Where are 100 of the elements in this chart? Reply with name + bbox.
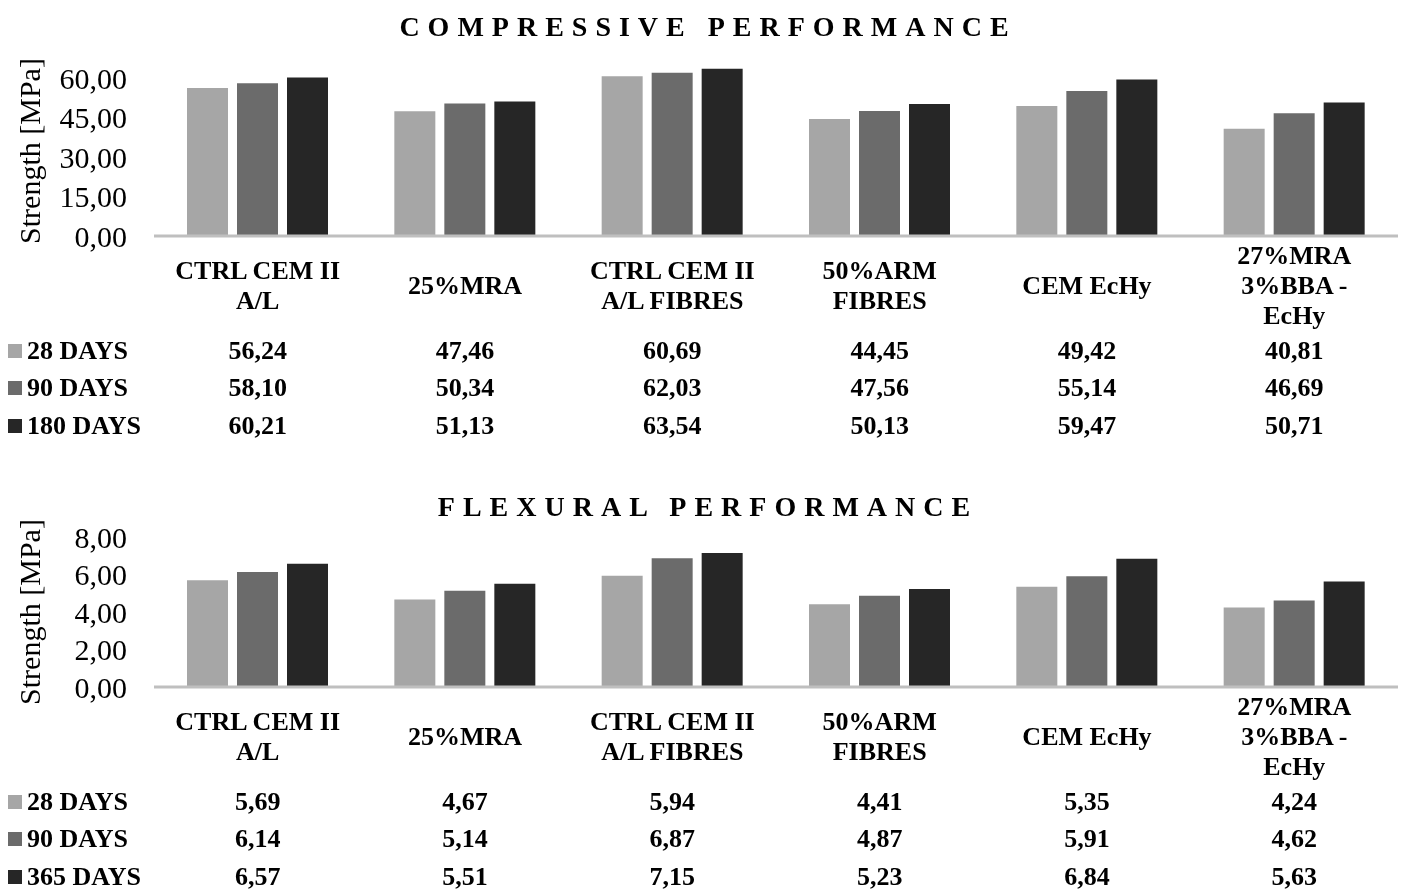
data-label: 7,15: [648, 861, 697, 892]
bar: [394, 599, 436, 687]
data-label: 59,47: [1056, 410, 1118, 441]
x-tick-label: 50%ARM FIBRES: [822, 707, 937, 766]
data-label: 50,13: [849, 410, 910, 441]
bar: [809, 119, 850, 236]
bar: [1223, 607, 1265, 687]
bar: [287, 77, 328, 236]
data-label: 46,69: [1264, 373, 1325, 404]
y-axis-title: Strength [MPa]: [13, 56, 47, 246]
bar: [1016, 586, 1058, 687]
data-label: 6,57: [233, 861, 282, 892]
y-tick-label: 4,00: [74, 595, 127, 629]
legend-label: 28 DAYS: [27, 335, 128, 366]
legend-label: 90 DAYS: [27, 373, 128, 404]
bar: [494, 583, 536, 687]
data-label: 5,35: [1063, 786, 1111, 817]
x-tick-label: CTRL CEM II A/L: [175, 256, 341, 315]
data-label: 5,23: [855, 861, 904, 892]
bar: [1116, 558, 1158, 687]
bar: [859, 110, 900, 236]
bar: [187, 88, 228, 236]
bar: [444, 103, 486, 236]
chart-title: COMPRESSIVE PERFORMANCE: [398, 11, 1018, 43]
bar: [1273, 600, 1315, 687]
data-label: 60,69: [642, 335, 703, 366]
bar: [444, 590, 486, 687]
legend-label: 28 DAYS: [27, 786, 128, 817]
data-label: 62,03: [642, 373, 703, 404]
data-label: 47,56: [849, 373, 910, 404]
bar: [1323, 581, 1365, 687]
y-tick-label: 15,00: [59, 180, 127, 214]
data-label: 6,84: [1063, 861, 1111, 892]
data-label: 6,87: [648, 824, 697, 855]
legend-label: 180 DAYS: [27, 410, 141, 441]
data-label: 5,63: [1270, 861, 1319, 892]
bar: [651, 558, 693, 687]
data-label: 4,41: [855, 786, 904, 817]
data-label: 51,13: [434, 410, 496, 441]
y-tick-label: 0,00: [74, 219, 127, 253]
x-tick-label: 25%MRA: [407, 271, 523, 300]
data-label: 40,81: [1264, 335, 1325, 366]
bar: [1016, 105, 1058, 236]
bar: [909, 104, 950, 236]
bar: [237, 83, 278, 236]
data-label: 5,91: [1063, 824, 1111, 855]
data-label: 50,34: [434, 373, 496, 404]
data-label: 47,46: [434, 335, 496, 366]
y-tick-label: 0,00: [74, 670, 127, 704]
data-label: 5,94: [648, 786, 697, 817]
data-label: 56,24: [227, 335, 288, 366]
bar: [701, 68, 743, 236]
data-label: 58,10: [227, 373, 288, 404]
bar: [909, 588, 950, 687]
x-tick-label: CTRL CEM II A/L: [175, 707, 341, 766]
bar: [187, 580, 228, 687]
legend-label: 90 DAYS: [27, 824, 128, 855]
x-tick-label: CTRL CEM II A/L FIBRES: [589, 256, 755, 315]
x-tick-label: 27%MRA 3%BBA - EcHy: [1237, 241, 1352, 330]
bar: [237, 571, 278, 687]
bar: [1223, 128, 1265, 236]
y-tick-label: 45,00: [59, 101, 127, 135]
x-tick-label: 25%MRA: [407, 722, 523, 751]
y-axis-title: Strength [MPa]: [13, 518, 47, 707]
x-tick-label: CEM EcHy: [1022, 271, 1152, 300]
data-label: 55,14: [1056, 373, 1118, 404]
bar: [601, 575, 643, 687]
x-tick-label: CTRL CEM II A/L FIBRES: [589, 707, 755, 766]
y-tick-label: 60,00: [59, 61, 127, 95]
data-label: 5,14: [441, 824, 489, 855]
bar: [287, 563, 328, 687]
data-label: 6,14: [233, 824, 282, 855]
legend-label: 365 DAYS: [27, 861, 141, 892]
y-tick-label: 6,00: [74, 558, 127, 592]
bar: [1116, 79, 1158, 236]
data-label: 63,54: [642, 410, 703, 441]
data-label: 4,67: [441, 786, 489, 817]
bar: [1066, 90, 1108, 236]
y-tick-label: 2,00: [74, 633, 127, 667]
data-label: 49,42: [1056, 335, 1118, 366]
bar: [1273, 113, 1315, 236]
data-label: 50,71: [1264, 410, 1325, 441]
x-tick-label: CEM EcHy: [1022, 722, 1152, 751]
y-tick-label: 8,00: [74, 520, 127, 554]
bar: [1066, 576, 1108, 687]
bar: [1323, 102, 1365, 236]
data-label: 5,51: [441, 861, 489, 892]
data-label: 4,24: [1270, 786, 1319, 817]
bar: [601, 76, 643, 236]
data-label: 4,62: [1270, 824, 1319, 855]
bar: [701, 552, 743, 687]
data-label: 5,69: [233, 786, 282, 817]
chart-title: FLEXURAL PERFORMANCE: [437, 491, 979, 522]
bar: [494, 101, 536, 236]
x-tick-label: 50%ARM FIBRES: [822, 256, 937, 315]
data-label: 44,45: [849, 335, 910, 366]
bar: [651, 72, 693, 236]
bar: [809, 604, 850, 687]
bar: [859, 595, 900, 687]
bar: [394, 111, 436, 236]
